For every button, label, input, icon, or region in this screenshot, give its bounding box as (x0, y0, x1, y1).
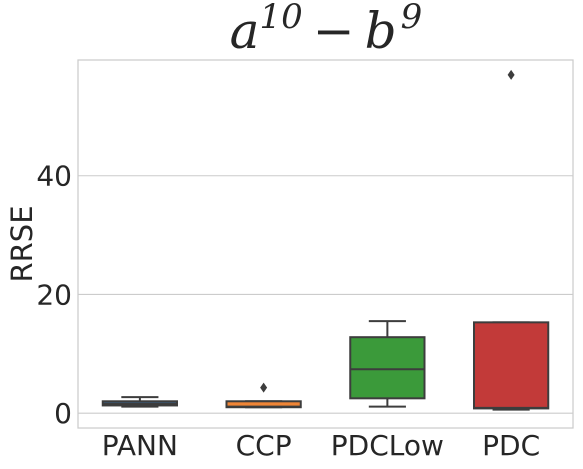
y-tick-label: 0 (54, 397, 72, 430)
title-exponent-a: 10 (259, 0, 302, 37)
y-tick-labels: 0 20 40 (36, 160, 72, 430)
y-axis-label: RRSE (5, 205, 39, 282)
chart-title: a10− b 9 (230, 0, 423, 60)
box-pdclow (349, 320, 426, 408)
box-pdc (473, 69, 550, 411)
box-pann (101, 396, 178, 408)
x-tick-label: PANN (102, 429, 178, 462)
x-tick-labels: PANN CCP PDCLow PDC (102, 429, 540, 462)
box-body (349, 336, 426, 400)
outlier-marker (260, 382, 268, 393)
plot-area (77, 59, 574, 429)
box-body (473, 321, 550, 410)
grid-lines (78, 175, 573, 414)
x-tick-label: PDCLow (331, 429, 444, 462)
x-tick-label: PDC (482, 429, 540, 462)
boxes (101, 69, 550, 411)
title-exponent-b: 9 (401, 0, 423, 37)
y-tick-label: 20 (36, 278, 72, 311)
y-tick-label: 40 (36, 160, 72, 193)
title-base-a: a (230, 2, 260, 60)
x-tick-label: CCP (236, 429, 292, 462)
title-base-b: b (365, 2, 397, 60)
title-operator: − (313, 2, 355, 60)
box-ccp (225, 382, 302, 409)
outlier-marker (507, 69, 515, 80)
